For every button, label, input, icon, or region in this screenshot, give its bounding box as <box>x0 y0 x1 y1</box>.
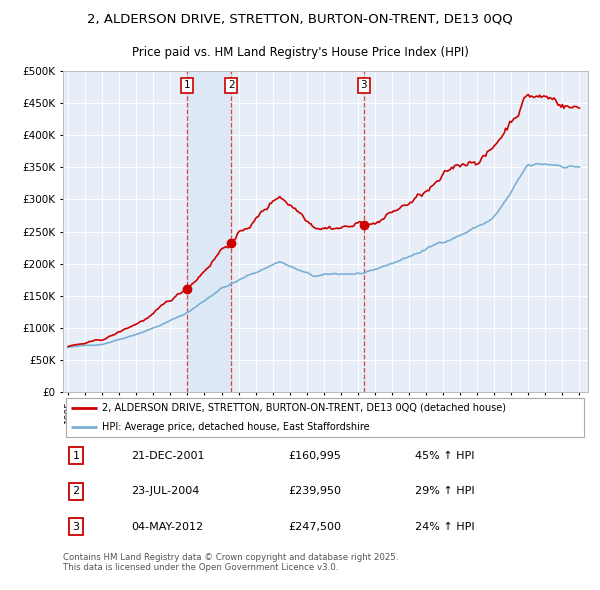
Text: 45% ↑ HPI: 45% ↑ HPI <box>415 451 474 461</box>
Text: 1: 1 <box>73 451 80 461</box>
Text: 2: 2 <box>73 486 80 496</box>
Text: 21-DEC-2001: 21-DEC-2001 <box>131 451 205 461</box>
Text: Price paid vs. HM Land Registry's House Price Index (HPI): Price paid vs. HM Land Registry's House … <box>131 47 469 60</box>
Text: 29% ↑ HPI: 29% ↑ HPI <box>415 486 475 496</box>
Text: £239,950: £239,950 <box>289 486 342 496</box>
Text: £247,500: £247,500 <box>289 522 342 532</box>
Text: 04-MAY-2012: 04-MAY-2012 <box>131 522 203 532</box>
Text: 3: 3 <box>361 80 367 90</box>
Text: 2, ALDERSON DRIVE, STRETTON, BURTON-ON-TRENT, DE13 0QQ: 2, ALDERSON DRIVE, STRETTON, BURTON-ON-T… <box>87 12 513 25</box>
Text: 2, ALDERSON DRIVE, STRETTON, BURTON-ON-TRENT, DE13 0QQ (detached house): 2, ALDERSON DRIVE, STRETTON, BURTON-ON-T… <box>103 403 506 412</box>
Text: 3: 3 <box>73 522 80 532</box>
Text: £160,995: £160,995 <box>289 451 341 461</box>
Text: 2: 2 <box>228 80 235 90</box>
Text: HPI: Average price, detached house, East Staffordshire: HPI: Average price, detached house, East… <box>103 422 370 432</box>
FancyBboxPatch shape <box>65 398 584 437</box>
Text: 24% ↑ HPI: 24% ↑ HPI <box>415 522 475 532</box>
Text: 1: 1 <box>184 80 190 90</box>
Bar <box>187 71 231 392</box>
Text: 23-JUL-2004: 23-JUL-2004 <box>131 486 200 496</box>
Text: Contains HM Land Registry data © Crown copyright and database right 2025.
This d: Contains HM Land Registry data © Crown c… <box>63 553 398 572</box>
